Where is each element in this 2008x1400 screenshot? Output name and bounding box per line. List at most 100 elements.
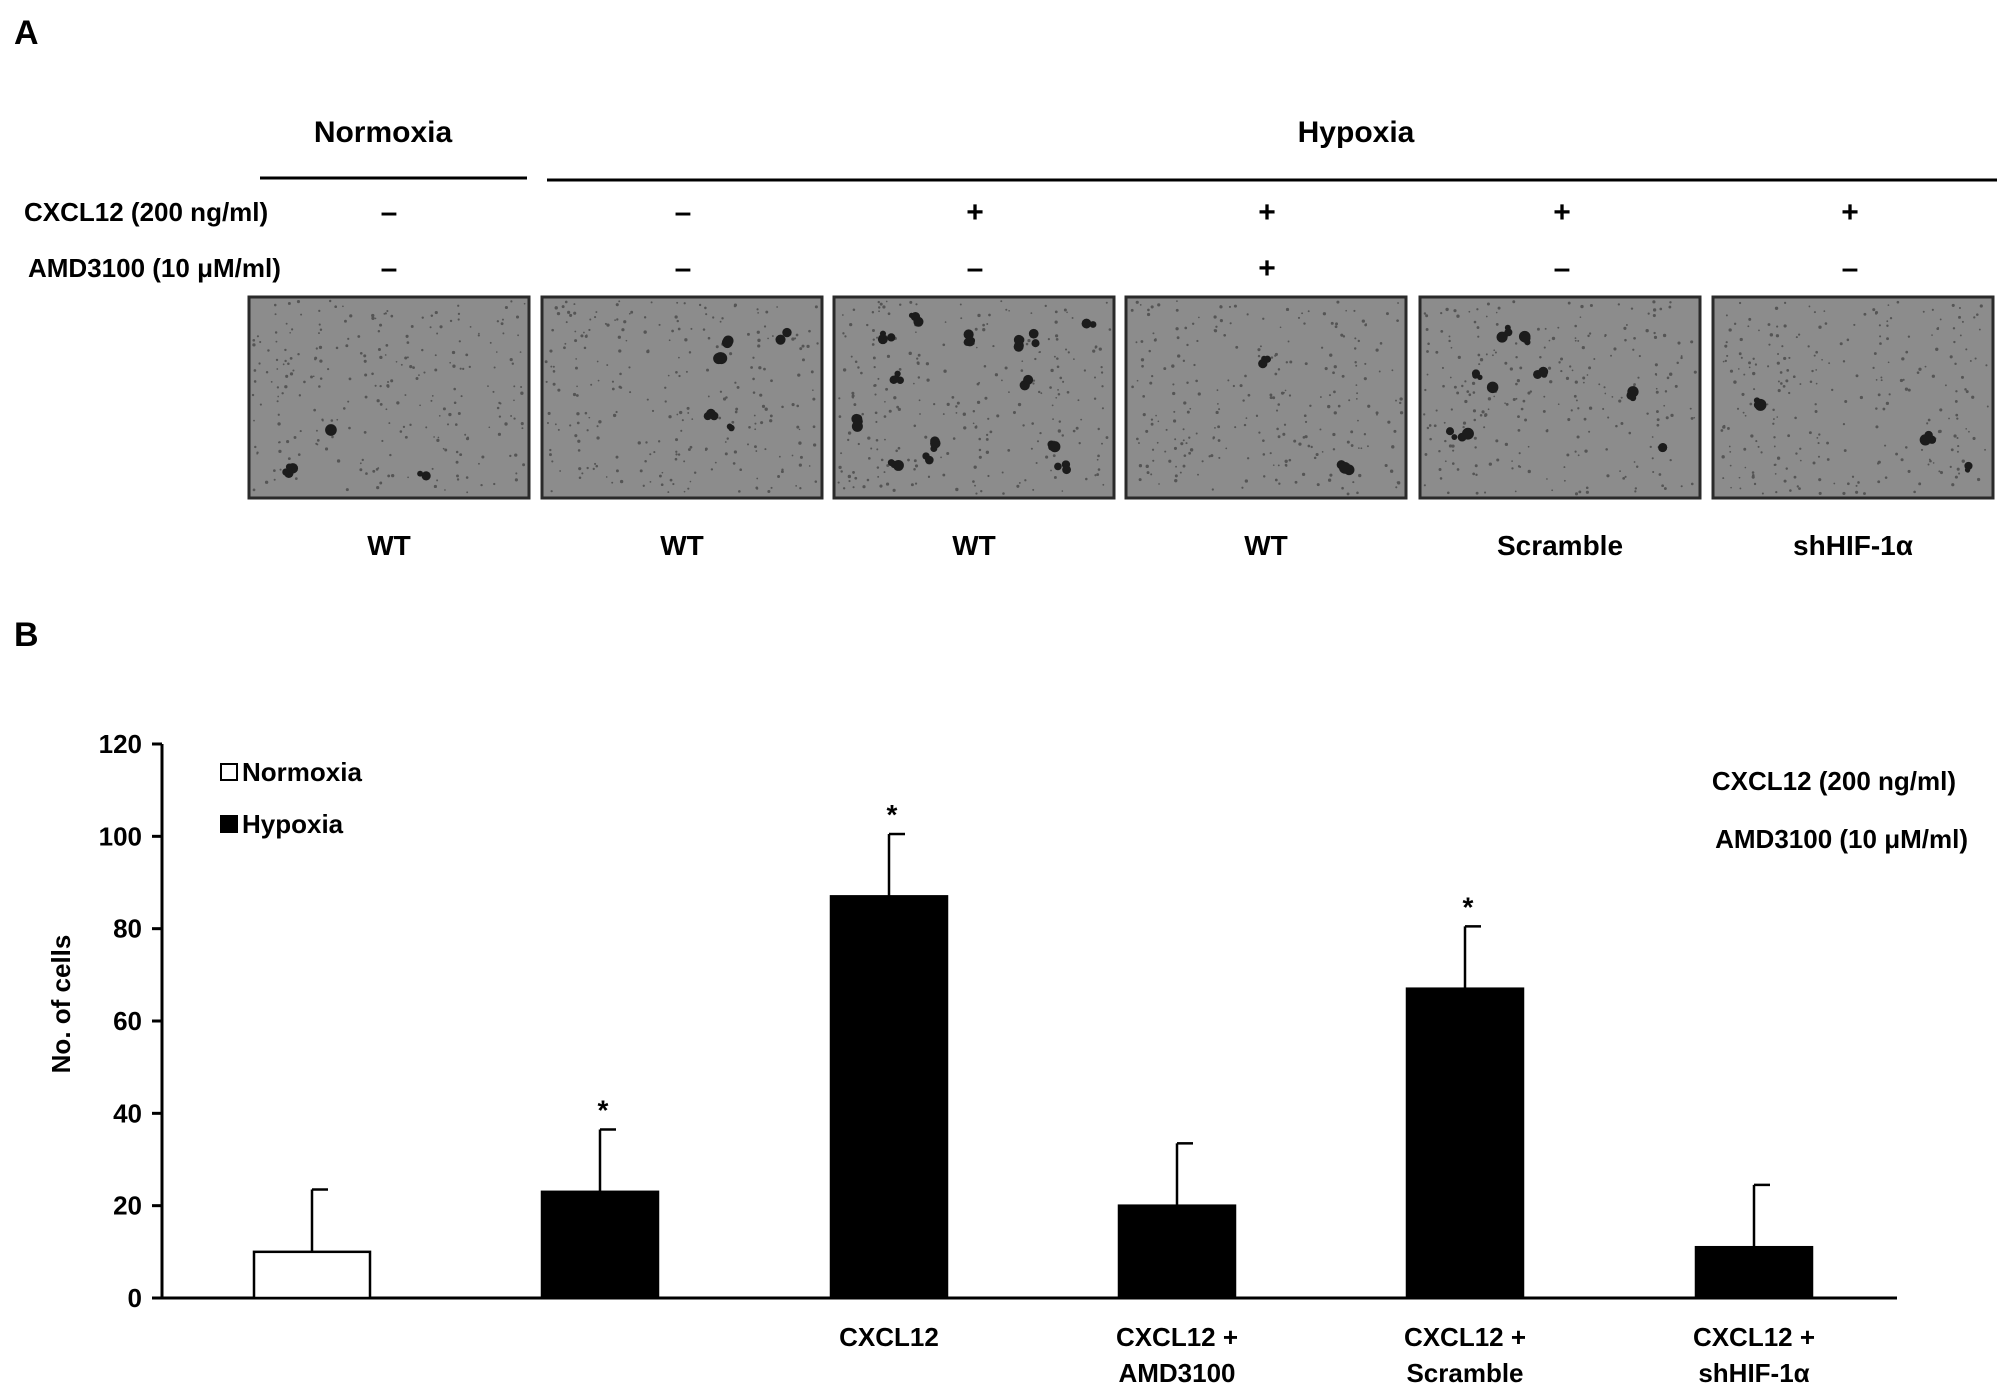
speckle [1208,455,1211,458]
speckle [357,335,361,338]
micrograph-6: shHIF-1α [1711,295,1995,561]
speckle [488,426,491,429]
speckle [1633,384,1636,387]
speckle [1857,481,1860,484]
speckle [1918,482,1922,486]
speckle [1399,411,1404,415]
speckle [1168,459,1172,463]
speckle [1288,458,1292,462]
speckle [1310,445,1313,449]
speckle [321,419,324,422]
speckle [1725,341,1728,344]
speckle [1085,477,1088,481]
speckle [1973,316,1976,319]
speckle [1277,464,1280,467]
speckle [1567,418,1571,422]
speckle [1969,359,1972,362]
speckle [574,330,577,333]
speckle [1783,301,1787,305]
speckle [410,325,414,328]
speckle [551,460,554,463]
speckle [286,440,290,444]
speckle [1665,416,1669,420]
micrograph-row: WT WT WT WT Scramble shHIF-1α [247,295,1995,561]
speckle [1588,366,1592,370]
speckle [1551,489,1554,492]
speckle [844,335,847,338]
speckle [1782,384,1786,388]
speckle [372,469,376,473]
speckle [643,316,647,319]
speckle [710,468,714,471]
speckle [365,472,368,475]
speckle [1976,313,1979,316]
speckle [1289,360,1293,364]
speckle [1464,380,1467,383]
speckle [1255,414,1259,417]
speckle [1233,304,1237,308]
migrated-cell [851,420,863,432]
speckle [253,419,255,422]
speckle [1212,437,1215,440]
speckle [1783,324,1787,328]
speckle [1288,394,1292,397]
speckle [1729,369,1734,373]
speckle [679,410,683,415]
speckle [1057,429,1062,433]
speckle [1083,369,1087,372]
speckle [810,370,814,374]
speckle [973,465,977,469]
speckle [842,332,845,335]
speckle [913,382,915,385]
speckle [1808,431,1812,435]
speckle [404,394,407,396]
speckle [1157,303,1161,307]
speckle [1173,446,1178,450]
speckle [1093,376,1097,379]
speckle [1853,323,1856,326]
speckle [660,483,664,487]
speckle [1638,354,1641,358]
speckle [1577,339,1580,342]
speckle [1057,392,1061,396]
speckle [675,453,678,456]
speckle [1574,324,1577,328]
y-axis-label: No. of cells [46,935,76,1074]
speckle [559,470,562,472]
speckle [1772,418,1775,420]
speckle [574,434,578,438]
speckle [1690,417,1694,420]
speckle [1651,457,1654,460]
speckle [1131,385,1134,389]
migrated-cell [1451,434,1458,440]
speckle [847,474,852,479]
speckle [760,421,764,425]
speckle [1495,322,1499,326]
speckle [1741,392,1745,396]
speckle [1172,419,1177,423]
speckle [1743,373,1746,376]
speckle [719,320,722,323]
speckle [1150,418,1154,421]
note-cxcl12: CXCL12 (200 ng/ml) [1712,766,1956,796]
speckle [1055,396,1058,399]
speckle [770,486,773,489]
speckle [675,450,678,453]
speckle [1001,379,1003,382]
migrated-cell [782,327,792,338]
speckle [315,442,318,445]
speckle [520,386,523,389]
speckle [1228,305,1232,308]
migrated-cell [282,468,290,476]
speckle [487,385,489,388]
speckle [1234,426,1237,429]
speckle [1100,366,1103,369]
speckle [1032,488,1035,491]
speckle [1453,309,1457,313]
speckle [499,402,502,405]
migrated-cell [1062,465,1071,475]
migrated-cell [1054,462,1062,471]
speckle [1577,407,1580,410]
speckle [1399,401,1402,405]
speckle [1749,402,1753,406]
